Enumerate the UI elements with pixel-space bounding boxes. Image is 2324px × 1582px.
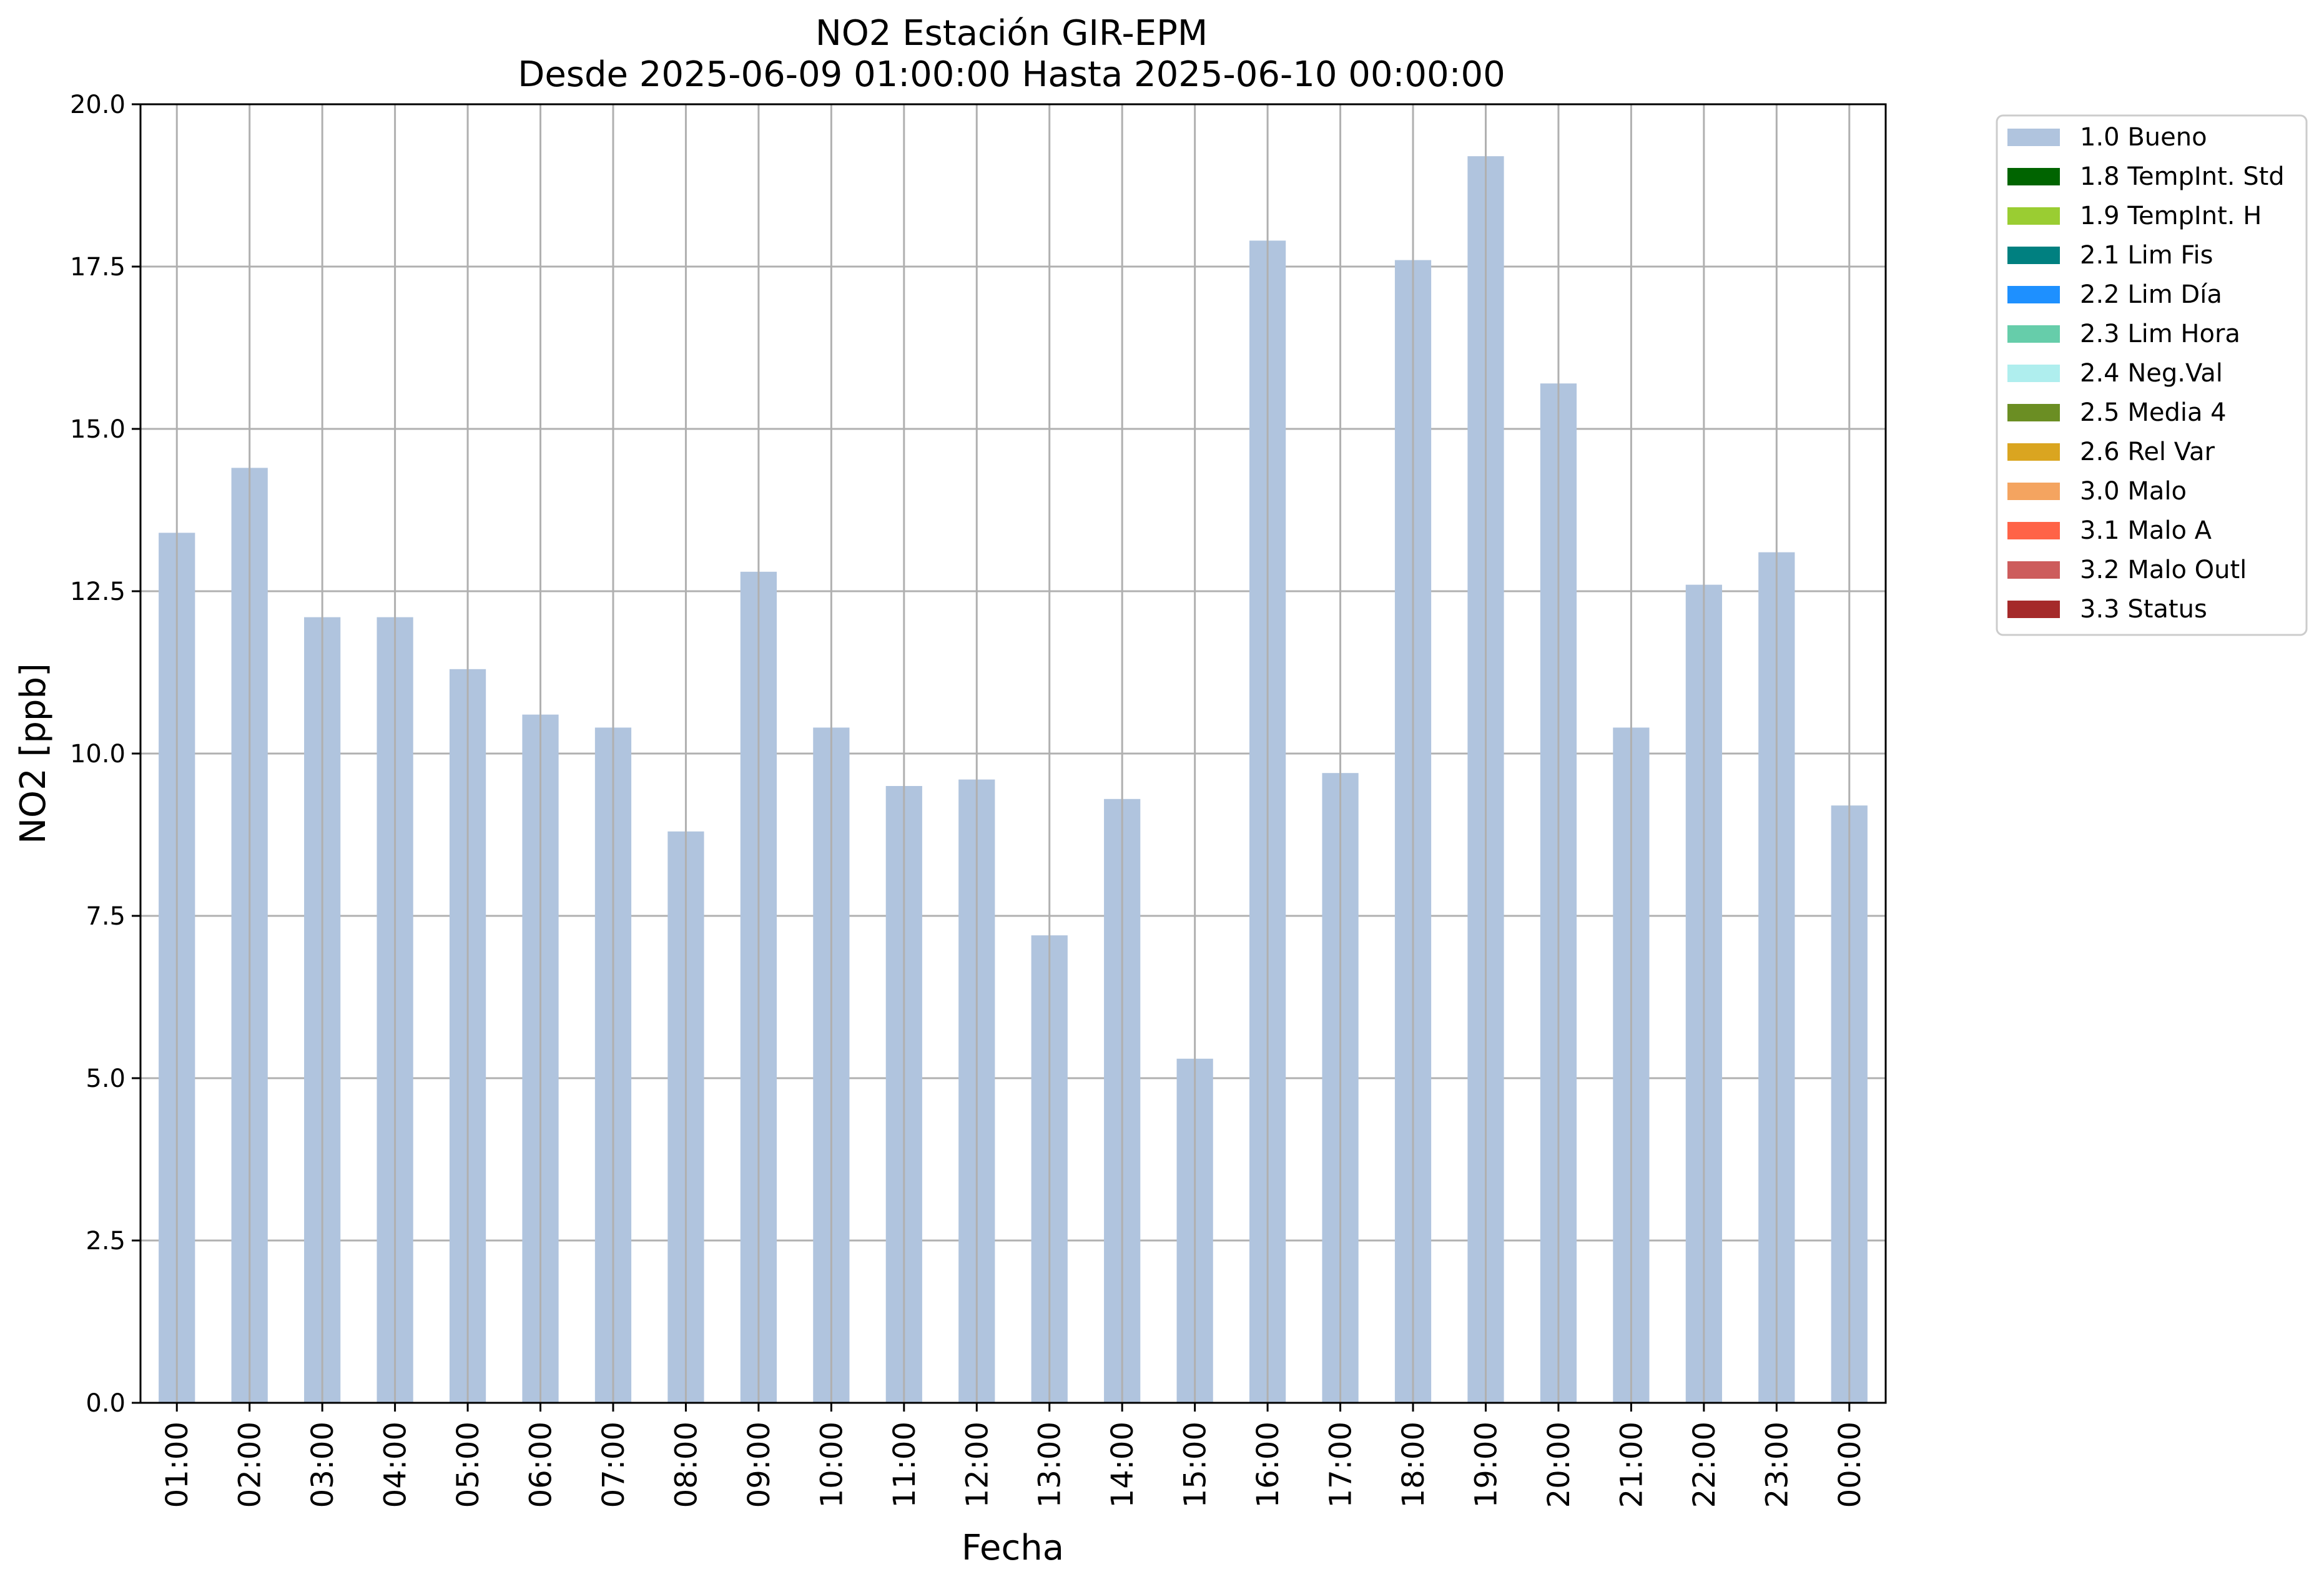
x-tick-label: 14:00 [1105,1422,1140,1508]
legend-label: 3.0 Malo [2080,477,2187,506]
x-tick-label: 15:00 [1178,1422,1213,1508]
x-tick-label: 07:00 [596,1422,631,1508]
x-axis-ticks: 01:00 02:00 03:00 04:00 05:00 06:00 07:00 08:00… [160,1403,1868,1508]
legend-label: 1.0 Bueno [2080,123,2207,152]
legend-label: 2.5 Media 4 [2080,398,2227,427]
x-tick-label: 21:00 [1614,1422,1649,1508]
x-tick-label: 02:00 [233,1422,268,1508]
y-tick-label: 2.5 [86,1227,126,1255]
x-tick-label: 19:00 [1469,1422,1504,1508]
x-tick-label: 04:00 [378,1422,413,1508]
x-tick-label: 16:00 [1251,1422,1286,1508]
y-tick-label: 5.0 [86,1064,126,1093]
y-tick-label: 12.5 [70,577,126,606]
y-tick-label: 17.5 [70,253,126,282]
legend-label: 2.2 Lim Día [2080,280,2222,309]
x-tick-label: 11:00 [887,1422,922,1508]
legend-label: 2.3 Lim Hora [2080,320,2240,348]
legend-label: 3.2 Malo Outl [2080,556,2247,584]
chart-subtitle: Desde 2025-06-09 01:00:00 Hasta 2025-06-… [518,54,1505,95]
y-tick-label: 15.0 [70,415,126,444]
x-tick-label: 23:00 [1760,1422,1795,1508]
vertical-grid [175,104,1851,1403]
legend-label: 1.8 TempInt. Std [2080,162,2285,191]
x-tick-label: 13:00 [1033,1422,1068,1508]
x-tick-label: 00:00 [1833,1422,1868,1508]
legend-swatch [2007,365,2060,382]
legend: 1.0 Bueno 1.8 TempInt. Std 1.9 TempInt. H 2… [1996,114,2308,636]
legend-label: 3.3 Status [2080,595,2207,624]
y-tick-label: 20.0 [70,91,126,119]
legend-swatch [2007,443,2060,461]
legend-label: 2.1 Lim Fis [2080,241,2213,270]
x-tick-label: 06:00 [524,1422,559,1508]
y-axis-ticks: 0.0 2.5 5.0 7.5 10.0 12.5 15.0 17.5 20.0 [70,91,140,1418]
legend-frame [1996,114,2308,636]
legend-swatch [2007,325,2060,343]
legend-swatch [2007,207,2060,225]
legend-label: 3.1 Malo A [2080,516,2212,545]
legend-label: 2.6 Rel Var [2080,438,2215,466]
legend-swatch [2007,483,2060,500]
legend-swatch [2007,601,2060,618]
x-tick-label: 12:00 [960,1422,995,1508]
y-axis-label: NO2 [ppb] [13,663,54,844]
x-tick-label: 18:00 [1396,1422,1431,1508]
bars [159,156,1868,1403]
x-tick-label: 10:00 [814,1422,849,1508]
x-tick-label: 08:00 [669,1422,704,1508]
legend-swatch [2007,129,2060,146]
legend-swatch [2007,522,2060,539]
x-tick-label: 03:00 [305,1422,340,1508]
y-tick-label: 7.5 [86,902,126,931]
legend-label: 2.4 Neg.Val [2080,359,2223,388]
chart-title: NO2 Estación GIR-EPM [815,13,1208,54]
y-tick-label: 10.0 [70,740,126,769]
legend-label: 1.9 TempInt. H [2080,202,2262,230]
x-axis-label: Fecha [962,1528,1064,1568]
legend-swatch [2007,404,2060,421]
x-tick-label: 09:00 [742,1422,777,1508]
x-tick-label: 05:00 [451,1422,486,1508]
x-tick-label: 20:00 [1542,1422,1577,1508]
x-tick-label: 22:00 [1687,1422,1722,1508]
x-tick-label: 01:00 [160,1422,195,1508]
legend-swatch [2007,561,2060,579]
legend-swatch [2007,247,2060,264]
legend-swatch [2007,168,2060,185]
legend-swatch [2007,286,2060,303]
x-tick-label: 17:00 [1324,1422,1359,1508]
y-tick-label: 0.0 [86,1389,126,1418]
